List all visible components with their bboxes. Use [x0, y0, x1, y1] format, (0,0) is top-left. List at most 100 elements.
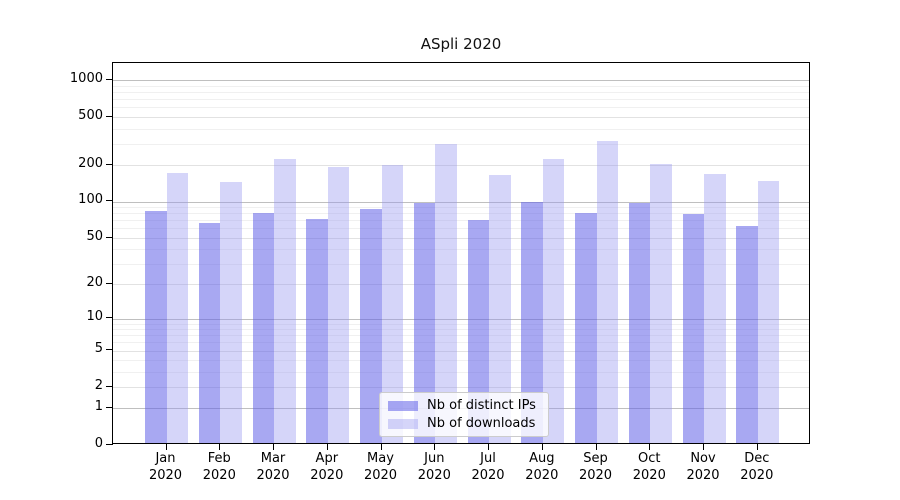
bar-distinct-ips-jul: [467, 220, 489, 443]
bar-downloads-jul: [489, 175, 511, 443]
legend: Nb of distinct IPs Nb of downloads: [379, 392, 549, 437]
gridline-minor: [113, 107, 809, 109]
y-tick-mark-10: [106, 317, 113, 318]
y-tick-mark-50: [106, 237, 113, 238]
x-tick-label-jun: Jun 2020: [417, 451, 451, 483]
x-tick-label-feb: Feb 2020: [202, 451, 236, 483]
bar-distinct-ips-mar: [252, 213, 274, 443]
y-tick-label-100: 100: [78, 192, 103, 207]
x-tick-mark-dec: [756, 444, 758, 450]
gridline-2: [113, 387, 809, 388]
bar-downloads-apr: [327, 167, 350, 443]
y-tick-label-1000: 1000: [69, 71, 103, 86]
y-tick-label-50: 50: [86, 229, 103, 244]
legend-swatch-downloads: [388, 418, 418, 429]
gridline-minor: [113, 329, 809, 331]
x-tick-mark-feb: [219, 444, 221, 450]
y-tick-mark-1: [106, 407, 113, 408]
chart-title: ASpli 2020: [420, 35, 502, 53]
bar-distinct-ips-jan: [145, 211, 167, 443]
bar-downloads-nov: [704, 173, 726, 443]
x-tick-mark-jan: [165, 444, 167, 450]
y-tick-label-5: 5: [94, 341, 103, 356]
legend-swatch-distinct-ips: [388, 400, 418, 411]
gridline-10: [113, 318, 809, 320]
bar-downloads-sep: [596, 141, 618, 443]
x-tick-label-oct: Oct 2020: [632, 451, 666, 483]
gridline-minor: [113, 263, 809, 265]
x-tick-label-jan: Jan 2020: [148, 451, 183, 483]
bar-distinct-ips-jun: [413, 203, 436, 443]
gridline-minor: [113, 335, 809, 337]
x-tick-mark-jul: [488, 444, 489, 450]
legend-label-downloads: Nb of downloads: [427, 416, 536, 431]
bar-downloads-mar: [274, 158, 296, 443]
y-tick-label-0: 0: [94, 436, 103, 451]
y-tick-label-500: 500: [78, 108, 103, 123]
bars-layer: [113, 63, 809, 443]
x-tick-mark-nov: [703, 444, 704, 450]
gridline-200: [113, 165, 809, 167]
x-tick-mark-aug: [541, 444, 543, 450]
legend-item-downloads: Nb of downloads: [388, 416, 540, 431]
gridline-minor: [113, 228, 809, 230]
y-tick-label-20: 20: [86, 275, 103, 290]
x-tick-label-apr: Apr 2020: [310, 451, 344, 483]
y-tick-mark-1000: [106, 79, 113, 80]
bar-distinct-ips-nov: [682, 214, 704, 443]
gridline-minor: [113, 86, 809, 87]
y-tick-label-2: 2: [94, 378, 103, 393]
gridline-100: [113, 201, 809, 203]
bar-distinct-ips-dec: [736, 226, 758, 443]
x-tick-mark-jun: [434, 444, 436, 450]
gridline-minor: [113, 342, 809, 344]
y-tick-mark-0: [106, 444, 113, 445]
bar-downloads-jun: [435, 143, 457, 443]
gridline-minor: [113, 207, 809, 208]
gridline-minor: [113, 128, 809, 130]
x-tick-label-may: May 2020: [363, 451, 398, 483]
gridline-minor: [113, 323, 809, 325]
x-tick-mark-may: [380, 444, 382, 450]
bar-downloads-dec: [757, 181, 780, 443]
gridline-minor: [113, 213, 809, 215]
x-tick-mark-oct: [649, 444, 651, 450]
bar-downloads-may: [381, 164, 403, 443]
bar-distinct-ips-sep: [575, 212, 597, 443]
bar-downloads-jan: [166, 173, 188, 443]
y-tick-mark-200: [106, 164, 113, 165]
x-tick-label-nov: Nov 2020: [686, 451, 720, 483]
y-tick-mark-2: [106, 386, 113, 387]
gridline-minor: [113, 249, 809, 250]
gridline-500: [113, 117, 809, 118]
x-tick-mark-mar: [273, 444, 274, 450]
y-tick-label-1: 1: [94, 399, 103, 414]
x-tick-mark-apr: [326, 444, 328, 450]
x-tick-label-mar: Mar 2020: [256, 451, 290, 483]
bar-downloads-aug: [542, 159, 565, 443]
x-tick-label-sep: Sep 2020: [578, 451, 613, 483]
bar-distinct-ips-may: [360, 208, 382, 443]
x-tick-label-aug: Aug 2020: [525, 451, 559, 483]
y-tick-mark-20: [106, 283, 113, 284]
gridline-minor: [113, 99, 809, 101]
bar-distinct-ips-apr: [306, 219, 328, 443]
x-tick-mark-sep: [595, 444, 597, 450]
y-tick-label-10: 10: [86, 309, 103, 324]
legend-label-distinct-ips: Nb of distinct IPs: [427, 398, 536, 413]
grid-layer: [113, 63, 809, 443]
legend-item-distinct-ips: Nb of distinct IPs: [388, 398, 540, 413]
bar-distinct-ips-feb: [198, 223, 221, 443]
plot-area: [112, 62, 810, 444]
y-tick-mark-500: [106, 116, 113, 117]
gridline-minor: [113, 143, 809, 145]
x-tick-label-dec: Dec 2020: [740, 451, 774, 483]
bar-downloads-feb: [220, 182, 242, 443]
bar-downloads-oct: [650, 164, 672, 443]
bar-distinct-ips-aug: [521, 202, 543, 443]
y-tick-mark-5: [106, 349, 113, 350]
gridline-5: [113, 350, 809, 352]
x-tick-label-jul: Jul 2020: [471, 451, 505, 483]
y-tick-label-200: 200: [78, 156, 103, 171]
